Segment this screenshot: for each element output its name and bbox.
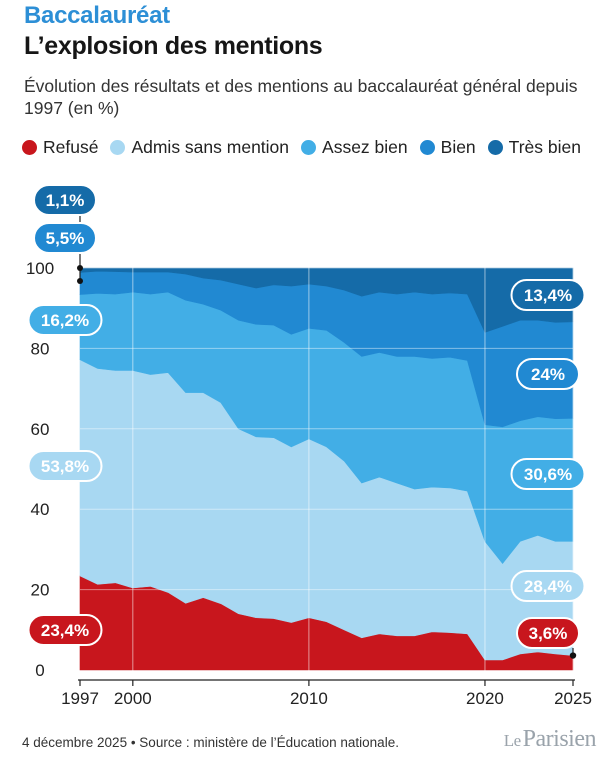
x-tick-label-2020: 2020 [466,689,504,708]
source-footer: 4 décembre 2025 • Source : ministère de … [22,735,399,750]
y-tick-label-60: 60 [31,420,50,439]
label-2025-bien-bg [516,358,580,390]
label-1997-tres-bien: 1,1% [33,184,97,216]
legend-item-refuse: Refusé [22,137,98,158]
legend-swatch-refuse [22,140,37,155]
label-2025-refuse: 3,6% [516,617,580,649]
label-2025-admis-sans-mention-bg [510,570,586,602]
value-labels: 1,1% 5,5% 16,2% 53,8% 23,4% 13,4% 24% 30,6% 28,4… [27,184,586,649]
legend-item-tres-bien: Très bien [487,137,581,158]
legend-swatch-tres-bien [487,140,503,155]
legend-label-bien: Bien [440,137,476,157]
legend-item-bien: Bien [419,137,476,158]
label-1997-tres-bien-text: 1,1% [46,191,85,210]
y-tick-label-100: 100 [26,259,54,278]
y-tick-label-40: 40 [31,500,50,519]
y-tick-label-20: 20 [31,581,50,600]
label-1997-bien-bg [33,222,97,254]
y-tick-label-0: 0 [35,661,44,680]
label-2025-admis-sans-mention-text: 28,4% [524,577,572,596]
label-2025-assez-bien-text: 30,6% [524,465,572,484]
label-2025-assez-bien-bg [510,458,586,490]
marker-tres-bien-1997 [77,265,83,271]
label-1997-admis-sans-mention: 53,8% [27,450,103,482]
label-1997-admis-sans-mention-bg [27,450,103,482]
chart-subtitle: Évolution des résultats et des mentions … [24,76,578,118]
label-1997-assez-bien-text: 16,2% [41,311,89,330]
legend-label-assez-bien: Assez bien [322,137,408,157]
legend-label-refuse: Refusé [43,137,99,157]
kicker: Baccalauréat [24,2,170,29]
legend-swatch-admis [110,140,126,155]
label-1997-bien-text: 5,5% [46,229,85,248]
chart-title: L’explosion des mentions [24,32,323,60]
label-2025-admis-sans-mention: 28,4% [510,570,586,602]
label-2025-refuse-bg [516,617,580,649]
label-2025-tres-bien-text: 13,4% [524,286,572,305]
legend-swatch-assez-bien [301,140,317,155]
x-tick-label-2000: 2000 [114,689,152,708]
label-2025-tres-bien: 13,4% [510,279,586,311]
legend-item-admis: Admis sans mention [110,137,289,158]
marker-bien-1997 [77,278,83,284]
label-1997-refuse-bg [27,614,103,646]
legend-swatch-bien [419,140,435,155]
label-1997-assez-bien-bg [27,304,103,336]
legend-item-assez-bien: Assez bien [301,137,408,158]
label-1997-refuse-text: 23,4% [41,621,89,640]
axes: 1997 2000 2010 2020 2025 0 20 40 60 80 100 [26,259,592,708]
x-tick-label-2010: 2010 [290,689,328,708]
marker-refuse-2025 [569,652,577,659]
area-layers [79,267,574,671]
label-2025-tres-bien-bg [510,279,586,311]
legend: Refusé Admis sans mention Assez bien Bie… [22,137,608,158]
legend-label-tres-bien: Très bien [508,137,581,157]
label-1997-refuse: 23,4% [27,614,103,646]
label-2025-assez-bien: 30,6% [510,458,586,490]
le-parisien-logo: LeParisien [503,726,597,752]
label-2025-bien: 24% [516,358,580,390]
label-2025-refuse-text: 3,6% [529,624,568,643]
label-1997-bien: 5,5% [33,222,97,254]
label-1997-admis-sans-mention-text: 53,8% [41,457,89,476]
x-tick-label-2025: 2025 [554,689,592,708]
legend-label-admis: Admis sans mention [131,137,290,157]
label-1997-assez-bien: 16,2% [27,304,103,336]
x-tick-label-1997: 1997 [61,689,99,708]
label-2025-bien-text: 24% [531,365,565,384]
label-1997-tres-bien-bg [33,184,97,216]
y-tick-label-80: 80 [31,339,50,358]
